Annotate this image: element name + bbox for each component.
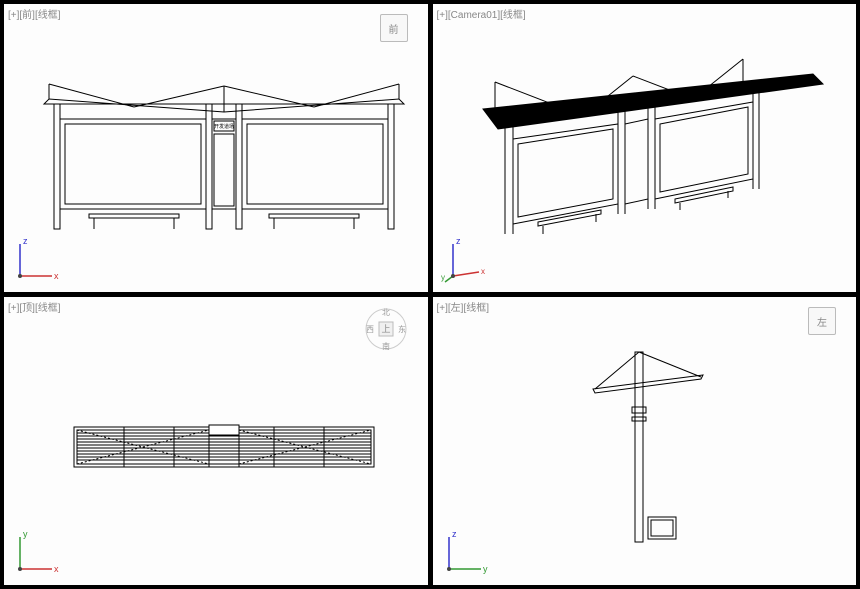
svg-text:z: z — [23, 236, 28, 246]
svg-text:x: x — [481, 267, 485, 276]
drawing-camera — [433, 4, 857, 292]
viewport-label-camera[interactable]: [+][Camera01][线框] — [437, 6, 526, 21]
svg-text:x: x — [54, 564, 59, 574]
viewport-top[interactable]: [+][顶][线框] 上 北 南 东 西 — [3, 296, 429, 586]
viewport-label-front[interactable]: [+][前][线框] — [8, 6, 61, 21]
viewcube-front[interactable]: 前 — [380, 14, 408, 42]
drawing-left — [433, 297, 857, 585]
svg-text:北: 北 — [382, 308, 390, 317]
viewport-label-left[interactable]: [+][左][线框] — [437, 299, 490, 314]
viewcube-left[interactable]: 左 — [808, 307, 836, 335]
compass-top[interactable]: 上 北 南 东 西 — [364, 307, 408, 351]
svg-text:z: z — [452, 529, 457, 539]
viewport-camera[interactable]: [+][Camera01][线框] — [432, 3, 858, 293]
svg-text:y: y — [441, 273, 445, 282]
viewport-left[interactable]: [+][左][线框] 左 — [432, 296, 858, 586]
svg-text:东: 东 — [398, 324, 406, 334]
svg-text:z: z — [456, 236, 461, 246]
svg-text:南: 南 — [382, 341, 390, 351]
axis-gizmo-camera[interactable]: z x y — [441, 234, 491, 284]
axis-gizmo-left[interactable]: z y — [441, 527, 491, 577]
axis-gizmo-front[interactable]: z x — [12, 234, 62, 284]
viewport-front[interactable]: [+][前][线框] 前 — [3, 3, 429, 293]
svg-text:西: 西 — [366, 325, 374, 334]
viewport-grid: [+][前][线框] 前 — [0, 0, 860, 589]
sign-text: 开发道场 — [214, 123, 234, 130]
svg-text:y: y — [23, 529, 28, 539]
axis-gizmo-top[interactable]: y x — [12, 527, 62, 577]
svg-text:上: 上 — [381, 324, 390, 334]
svg-text:y: y — [483, 564, 488, 574]
viewport-label-top[interactable]: [+][顶][线框] — [8, 299, 61, 314]
svg-text:x: x — [54, 271, 59, 281]
drawing-front: 开发道场 — [4, 4, 428, 292]
